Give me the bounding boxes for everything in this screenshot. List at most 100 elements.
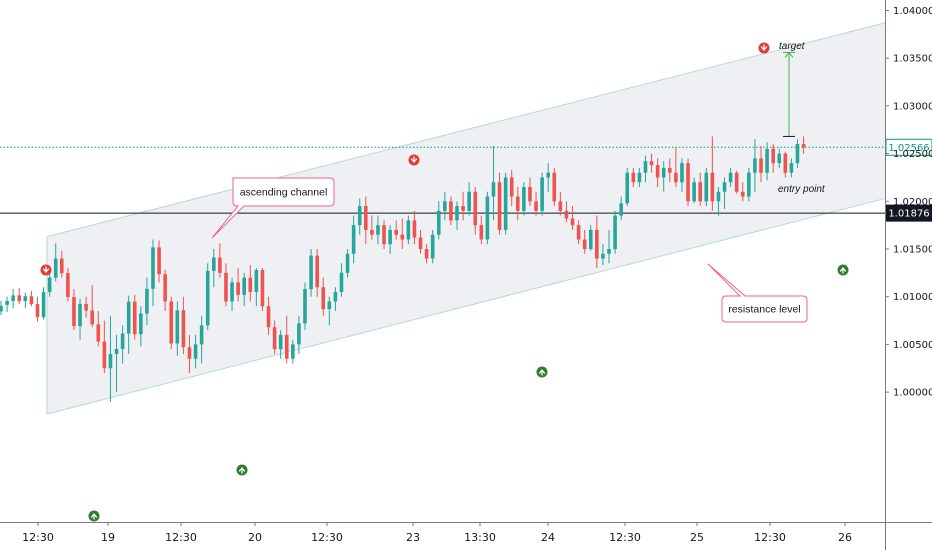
- candle: [157, 240, 161, 283]
- candle-body: [84, 303, 88, 311]
- candle-body: [400, 234, 405, 240]
- callout-box-resistance[interactable]: [707, 263, 808, 323]
- candle-body: [455, 206, 459, 221]
- candle-body: [212, 257, 216, 271]
- candle: [424, 244, 429, 264]
- candle-body: [278, 334, 283, 350]
- candle-body: [625, 172, 630, 204]
- candle-body: [303, 289, 307, 324]
- candle-body: [406, 220, 411, 240]
- candle-body: [5, 300, 9, 305]
- candle: [503, 172, 508, 235]
- candle: [686, 158, 690, 207]
- x-tick-label: 12:30: [754, 531, 786, 544]
- candle-body: [23, 296, 28, 302]
- candle-body: [607, 249, 611, 254]
- up-arrow-icon: [536, 366, 548, 378]
- x-tick-label: 13:30: [464, 531, 496, 544]
- candle: [364, 196, 368, 245]
- candle-body: [242, 277, 246, 295]
- candle-body: [199, 325, 204, 345]
- x-tick-label: 26: [838, 531, 852, 544]
- candle-body: [479, 225, 484, 240]
- candle-body: [430, 234, 435, 259]
- callout-box-channel[interactable]: [211, 177, 335, 239]
- candle-body: [0, 305, 3, 312]
- y-tick-label: 1.02000: [893, 197, 932, 208]
- signal-arrows: [40, 42, 849, 522]
- candle: [400, 218, 405, 249]
- candle: [17, 288, 22, 305]
- candle-body: [412, 220, 417, 238]
- candle-body: [619, 203, 623, 216]
- ascending-channel[interactable]: [46, 22, 886, 415]
- candle: [120, 325, 125, 364]
- arrow-glyph: [238, 466, 246, 474]
- candle-body: [485, 196, 490, 240]
- candle: [193, 334, 198, 369]
- candle: [771, 144, 775, 173]
- candle-body: [114, 348, 119, 354]
- candle-body: [564, 210, 569, 219]
- candle: [747, 167, 751, 202]
- y-tick-label: 1.04000: [893, 6, 932, 17]
- candle-body: [704, 172, 709, 202]
- current-price-label: 1.02566: [888, 143, 929, 154]
- candle-body: [643, 161, 648, 173]
- candle-body: [491, 182, 496, 197]
- candle-body: [205, 270, 210, 326]
- x-tick-label: 20: [248, 531, 262, 544]
- callouts[interactable]: ascending channel resistance level target e…: [211, 41, 826, 323]
- candle: [418, 229, 423, 254]
- candle: [522, 182, 526, 216]
- candle: [260, 268, 265, 312]
- candle-body: [655, 165, 660, 178]
- candle-body: [418, 237, 423, 249]
- candle: [230, 277, 234, 312]
- candle-body: [582, 239, 587, 249]
- candle-body: [534, 201, 538, 211]
- candle: [126, 295, 131, 354]
- channel-lower-line[interactable]: [46, 197, 886, 415]
- candle-body: [248, 277, 253, 292]
- candle-body: [661, 167, 666, 178]
- candle-body: [236, 282, 240, 295]
- candle-body: [35, 304, 40, 318]
- y-tick-label: 1.02500: [893, 149, 932, 160]
- y-axis[interactable]: 1.04000 1.03500 1.03000 1.02500 1.02000 1.015…: [885, 0, 932, 550]
- y-tick-label: 1.01000: [893, 292, 932, 303]
- candle-body: [795, 144, 800, 164]
- y-tick-label: 1.03000: [893, 101, 932, 112]
- candle-body: [613, 215, 617, 249]
- candle: [90, 285, 94, 328]
- candle: [704, 167, 709, 207]
- candle: [224, 263, 228, 307]
- candle: [218, 243, 222, 278]
- candle-body: [193, 344, 198, 359]
- candle-body: [522, 186, 526, 211]
- candle-body: [540, 177, 544, 211]
- candle-body: [157, 247, 161, 275]
- candle: [455, 201, 459, 230]
- candle-body: [96, 324, 101, 342]
- x-tick-label: 24: [541, 531, 555, 544]
- candle: [449, 196, 453, 226]
- candle-body: [284, 334, 289, 359]
- horizontal-price-lines[interactable]: 1.02566 1.01876: [0, 138, 932, 222]
- candle: [801, 136, 806, 154]
- candlestick-series: [0, 136, 806, 402]
- candle-body: [333, 291, 338, 302]
- candle: [582, 229, 587, 254]
- candle: [351, 215, 356, 264]
- candle-body: [394, 229, 398, 235]
- channel-upper-line[interactable]: [46, 22, 886, 238]
- candle: [66, 268, 70, 302]
- target-measure[interactable]: [783, 51, 795, 137]
- x-axis[interactable]: 12:30 19 12:30 20 12:30 23 13:30 24 12:30 25 12:30…: [0, 522, 932, 544]
- candle: [601, 244, 605, 266]
- candle-body: [60, 258, 64, 274]
- candle-body: [388, 229, 392, 245]
- candle-body: [516, 196, 520, 211]
- candle-body: [169, 301, 174, 344]
